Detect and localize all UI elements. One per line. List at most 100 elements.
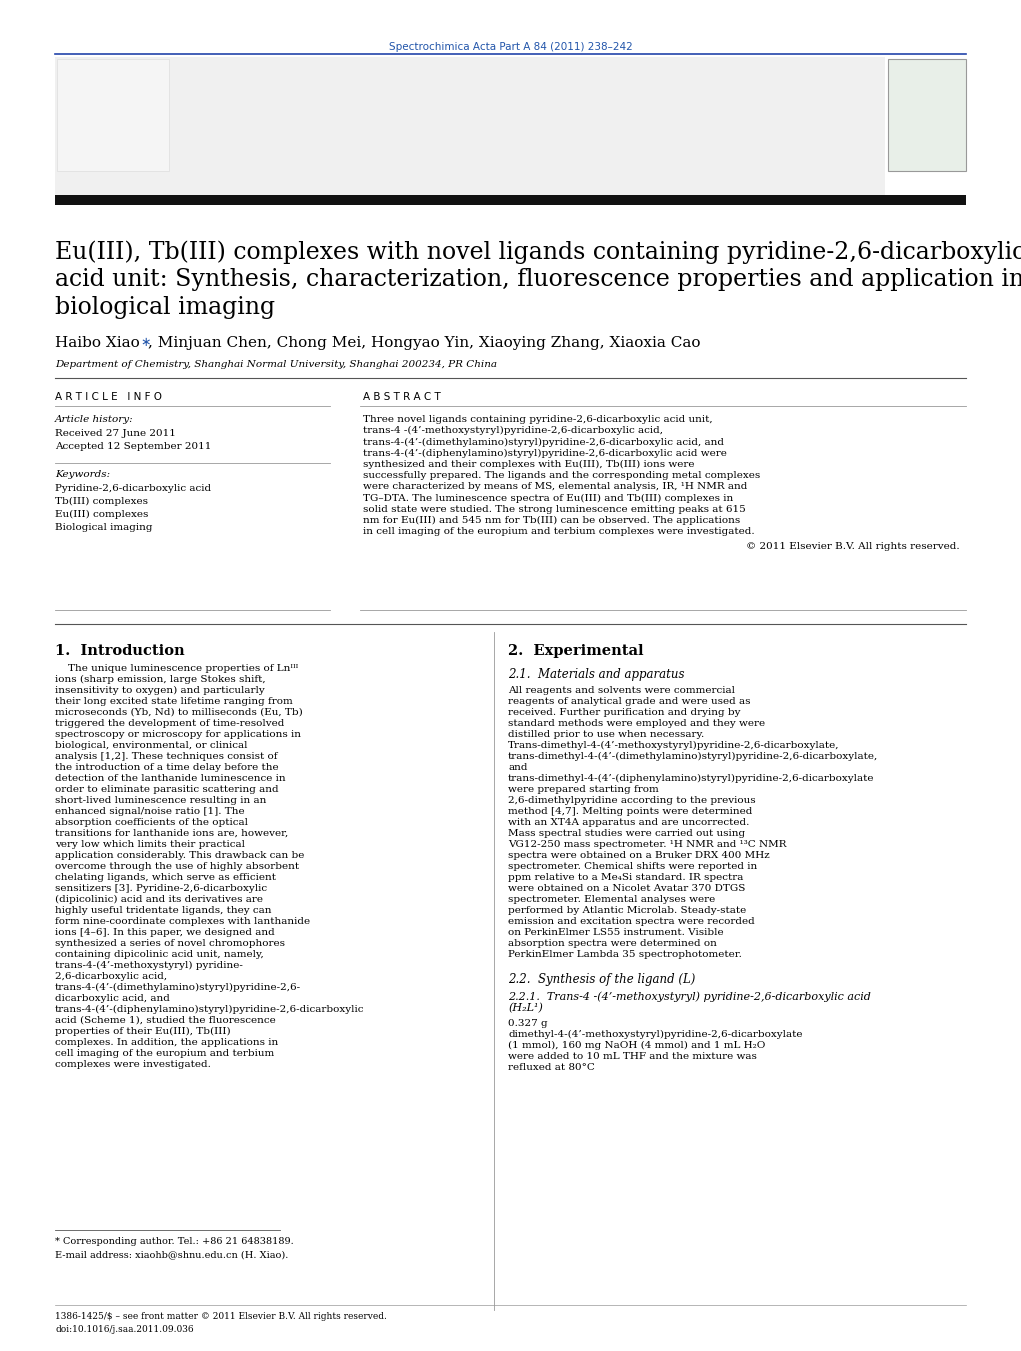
Text: short-lived luminescence resulting in an: short-lived luminescence resulting in an bbox=[55, 796, 266, 805]
Text: trans-4-(4’-(dimethylamino)styryl)pyridine-2,6-: trans-4-(4’-(dimethylamino)styryl)pyridi… bbox=[55, 984, 301, 992]
Text: were prepared starting from: were prepared starting from bbox=[508, 785, 659, 794]
Text: A B S T R A C T: A B S T R A C T bbox=[363, 392, 441, 403]
Text: 1386-1425/$ – see front matter © 2011 Elsevier B.V. All rights reserved.: 1386-1425/$ – see front matter © 2011 El… bbox=[55, 1312, 387, 1321]
Text: Received 27 June 2011: Received 27 June 2011 bbox=[55, 430, 176, 438]
Text: Biological imaging: Biological imaging bbox=[55, 523, 152, 532]
Text: complexes. In addition, the applications in: complexes. In addition, the applications… bbox=[55, 1038, 279, 1047]
Text: www.elsevier.com/locate/saa: www.elsevier.com/locate/saa bbox=[453, 155, 615, 165]
Text: absorption spectra were determined on: absorption spectra were determined on bbox=[508, 939, 717, 948]
Text: Article history:: Article history: bbox=[55, 415, 134, 424]
Text: properties of their Eu(III), Tb(III): properties of their Eu(III), Tb(III) bbox=[55, 1027, 231, 1036]
Text: (1 mmol), 160 mg NaOH (4 mmol) and 1 mL H₂O: (1 mmol), 160 mg NaOH (4 mmol) and 1 mL … bbox=[508, 1042, 766, 1050]
Text: standard methods were employed and they were: standard methods were employed and they … bbox=[508, 719, 765, 728]
Text: reagents of analytical grade and were used as: reagents of analytical grade and were us… bbox=[508, 697, 750, 707]
Text: emission and excitation spectra were recorded: emission and excitation spectra were rec… bbox=[508, 917, 755, 925]
Text: distilled prior to use when necessary.: distilled prior to use when necessary. bbox=[508, 730, 704, 739]
Text: Pyridine-2,6-dicarboxylic acid: Pyridine-2,6-dicarboxylic acid bbox=[55, 484, 211, 493]
Text: ∗: ∗ bbox=[140, 336, 150, 349]
Text: ions [4–6]. In this paper, we designed and: ions [4–6]. In this paper, we designed a… bbox=[55, 928, 275, 938]
Text: 2.2.  Synthesis of the ligand (L): 2.2. Synthesis of the ligand (L) bbox=[508, 973, 695, 986]
Text: trans-dimethyl-4-(4’-(diphenylamino)styryl)pyridine-2,6-dicarboxylate: trans-dimethyl-4-(4’-(diphenylamino)styr… bbox=[508, 774, 875, 784]
Text: sensitizers [3]. Pyridine-2,6-dicarboxylic: sensitizers [3]. Pyridine-2,6-dicarboxyl… bbox=[55, 884, 268, 893]
Text: received. Further purification and drying by: received. Further purification and dryin… bbox=[508, 708, 740, 717]
Text: form nine-coordinate complexes with lanthanide: form nine-coordinate complexes with lant… bbox=[55, 917, 310, 925]
Text: Department of Chemistry, Shanghai Normal University, Shanghai 200234, PR China: Department of Chemistry, Shanghai Normal… bbox=[55, 359, 497, 369]
Text: * Corresponding author. Tel.: +86 21 64838189.: * Corresponding author. Tel.: +86 21 648… bbox=[55, 1238, 294, 1246]
Text: TG–DTA. The luminescence spectra of Eu(III) and Tb(III) complexes in: TG–DTA. The luminescence spectra of Eu(I… bbox=[363, 493, 733, 503]
Text: triggered the development of time-resolved: triggered the development of time-resolv… bbox=[55, 719, 285, 728]
Text: ELSEVIER: ELSEVIER bbox=[65, 130, 153, 149]
Text: microseconds (Yb, Nd) to milliseconds (Eu, Tb): microseconds (Yb, Nd) to milliseconds (E… bbox=[55, 708, 303, 717]
Text: 2.2.1.  Trans-4 -(4’-methoxystyryl) pyridine-2,6-dicarboxylic acid
(H₂L¹): 2.2.1. Trans-4 -(4’-methoxystyryl) pyrid… bbox=[508, 992, 871, 1013]
Text: complexes were investigated.: complexes were investigated. bbox=[55, 1061, 211, 1069]
Text: dicarboxylic acid, and: dicarboxylic acid, and bbox=[55, 994, 169, 1002]
Text: transitions for lanthanide ions are, however,: transitions for lanthanide ions are, how… bbox=[55, 830, 288, 838]
Text: were obtained on a Nicolet Avatar 370 DTGS: were obtained on a Nicolet Avatar 370 DT… bbox=[508, 884, 745, 893]
Text: on PerkinElmer LS55 instrument. Visible: on PerkinElmer LS55 instrument. Visible bbox=[508, 928, 724, 938]
Text: their long excited state lifetime ranging from: their long excited state lifetime rangin… bbox=[55, 697, 293, 707]
Text: analysis [1,2]. These techniques consist of: analysis [1,2]. These techniques consist… bbox=[55, 753, 278, 761]
Text: biological imaging: biological imaging bbox=[55, 296, 275, 319]
Text: 0.327 g: 0.327 g bbox=[508, 1019, 547, 1028]
Text: the introduction of a time delay before the: the introduction of a time delay before … bbox=[55, 763, 279, 771]
Text: solid state were studied. The strong luminescence emitting peaks at 615: solid state were studied. The strong lum… bbox=[363, 505, 745, 513]
Text: E-mail address: xiaohb@shnu.edu.cn (H. Xiao).: E-mail address: xiaohb@shnu.edu.cn (H. X… bbox=[55, 1250, 288, 1259]
Text: very low which limits their practical: very low which limits their practical bbox=[55, 840, 245, 848]
Text: chelating ligands, which serve as efficient: chelating ligands, which serve as effici… bbox=[55, 873, 276, 882]
Text: successfully prepared. The ligands and the corresponding metal complexes: successfully prepared. The ligands and t… bbox=[363, 471, 761, 480]
Text: , Minjuan Chen, Chong Mei, Hongyao Yin, Xiaoying Zhang, Xiaoxia Cao: , Minjuan Chen, Chong Mei, Hongyao Yin, … bbox=[148, 336, 700, 350]
Text: 2.1.  Materials and apparatus: 2.1. Materials and apparatus bbox=[508, 667, 684, 681]
Text: synthesized and their complexes with Eu(III), Tb(III) ions were: synthesized and their complexes with Eu(… bbox=[363, 459, 694, 469]
Text: application considerably. This drawback can be: application considerably. This drawback … bbox=[55, 851, 304, 861]
Text: and: and bbox=[508, 763, 528, 771]
Text: refluxed at 80°C: refluxed at 80°C bbox=[508, 1063, 595, 1071]
Text: in cell imaging of the europium and terbium complexes were investigated.: in cell imaging of the europium and terb… bbox=[363, 527, 755, 536]
Text: 1.  Introduction: 1. Introduction bbox=[55, 644, 185, 658]
Text: ACTA: ACTA bbox=[912, 78, 930, 82]
Text: journal homepage:: journal homepage: bbox=[355, 155, 464, 165]
Text: dimethyl-4-(4’-methoxystyryl)pyridine-2,6-dicarboxylate: dimethyl-4-(4’-methoxystyryl)pyridine-2,… bbox=[508, 1029, 803, 1039]
Text: acid unit: Synthesis, characterization, fluorescence properties and application : acid unit: Synthesis, characterization, … bbox=[55, 267, 1021, 290]
Text: absorption coefficients of the optical: absorption coefficients of the optical bbox=[55, 817, 248, 827]
Text: ppm relative to a Me₄Si standard. IR spectra: ppm relative to a Me₄Si standard. IR spe… bbox=[508, 873, 743, 882]
Text: detection of the lanthanide luminescence in: detection of the lanthanide luminescence… bbox=[55, 774, 286, 784]
Text: containing dipicolinic acid unit, namely,: containing dipicolinic acid unit, namely… bbox=[55, 950, 263, 959]
Text: Accepted 12 September 2011: Accepted 12 September 2011 bbox=[55, 442, 211, 451]
Text: A R T I C L E   I N F O: A R T I C L E I N F O bbox=[55, 392, 162, 403]
Text: cell imaging of the europium and terbium: cell imaging of the europium and terbium bbox=[55, 1048, 275, 1058]
Text: were characterized by means of MS, elemental analysis, IR, ¹H NMR and: were characterized by means of MS, eleme… bbox=[363, 482, 747, 492]
Text: acid (Scheme 1), studied the fluorescence: acid (Scheme 1), studied the fluorescenc… bbox=[55, 1016, 276, 1025]
Text: spectroscopy or microscopy for applications in: spectroscopy or microscopy for applicati… bbox=[55, 730, 301, 739]
Text: Trans-dimethyl-4-(4’-methoxystyryl)pyridine-2,6-dicarboxylate,: Trans-dimethyl-4-(4’-methoxystyryl)pyrid… bbox=[508, 740, 839, 750]
Text: Haibo Xiao: Haibo Xiao bbox=[55, 336, 140, 350]
Text: ions (sharp emission, large Stokes shift,: ions (sharp emission, large Stokes shift… bbox=[55, 676, 265, 684]
Text: insensitivity to oxygen) and particularly: insensitivity to oxygen) and particularl… bbox=[55, 686, 264, 696]
Text: trans-4-(4’-(diphenylamino)styryl)pyridine-2,6-dicarboxylic: trans-4-(4’-(diphenylamino)styryl)pyridi… bbox=[55, 1005, 364, 1015]
Text: were added to 10 mL THF and the mixture was: were added to 10 mL THF and the mixture … bbox=[508, 1052, 757, 1061]
Text: performed by Atlantic Microlab. Steady-state: performed by Atlantic Microlab. Steady-s… bbox=[508, 907, 746, 915]
Text: Eu(III) complexes: Eu(III) complexes bbox=[55, 509, 148, 519]
Text: Eu(III), Tb(III) complexes with novel ligands containing pyridine-2,6-dicarboxyl: Eu(III), Tb(III) complexes with novel li… bbox=[55, 240, 1021, 263]
Text: Mass spectral studies were carried out using: Mass spectral studies were carried out u… bbox=[508, 830, 745, 838]
Text: trans-4-(4’-(diphenylamino)styryl)pyridine-2,6-dicarboxylic acid were: trans-4-(4’-(diphenylamino)styryl)pyridi… bbox=[363, 449, 727, 458]
Text: VG12-250 mass spectrometer. ¹H NMR and ¹³C NMR: VG12-250 mass spectrometer. ¹H NMR and ¹… bbox=[508, 840, 786, 848]
Text: trans-4 -(4’-methoxystyryl)pyridine-2,6-dicarboxylic acid,: trans-4 -(4’-methoxystyryl)pyridine-2,6-… bbox=[363, 426, 663, 435]
Text: enhanced signal/noise ratio [1]. The: enhanced signal/noise ratio [1]. The bbox=[55, 807, 245, 816]
Text: Biomolecular Spectroscopy: Biomolecular Spectroscopy bbox=[345, 123, 675, 143]
Text: with an XT4A apparatus and are uncorrected.: with an XT4A apparatus and are uncorrect… bbox=[508, 817, 749, 827]
Text: nm for Eu(III) and 545 nm for Tb(III) can be observed. The applications: nm for Eu(III) and 545 nm for Tb(III) ca… bbox=[363, 516, 740, 526]
Text: method [4,7]. Melting points were determined: method [4,7]. Melting points were determ… bbox=[508, 807, 752, 816]
Text: doi:10.1016/j.saa.2011.09.036: doi:10.1016/j.saa.2011.09.036 bbox=[55, 1325, 194, 1333]
Text: spectra were obtained on a Bruker DRX 400 MHz: spectra were obtained on a Bruker DRX 40… bbox=[508, 851, 770, 861]
Text: overcome through the use of highly absorbent: overcome through the use of highly absor… bbox=[55, 862, 299, 871]
Text: SPECTROCHIMICA: SPECTROCHIMICA bbox=[900, 68, 963, 73]
Text: Spectrochimica Acta Part A 84 (2011) 238–242: Spectrochimica Acta Part A 84 (2011) 238… bbox=[389, 42, 633, 51]
Text: Contents lists available at: Contents lists available at bbox=[355, 73, 503, 82]
Text: Tb(III) complexes: Tb(III) complexes bbox=[55, 497, 148, 507]
Text: highly useful tridentate ligands, they can: highly useful tridentate ligands, they c… bbox=[55, 907, 272, 915]
Text: (dipicolinic) acid and its derivatives are: (dipicolinic) acid and its derivatives a… bbox=[55, 894, 263, 904]
Text: 2,6-dimethylpyridine according to the previous: 2,6-dimethylpyridine according to the pr… bbox=[508, 796, 756, 805]
Text: The unique luminescence properties of Lnᴵᴵᴵ: The unique luminescence properties of Ln… bbox=[55, 663, 298, 673]
Text: trans-4-(4’-methoxystyryl) pyridine-: trans-4-(4’-methoxystyryl) pyridine- bbox=[55, 961, 243, 970]
Text: Keywords:: Keywords: bbox=[55, 470, 110, 480]
